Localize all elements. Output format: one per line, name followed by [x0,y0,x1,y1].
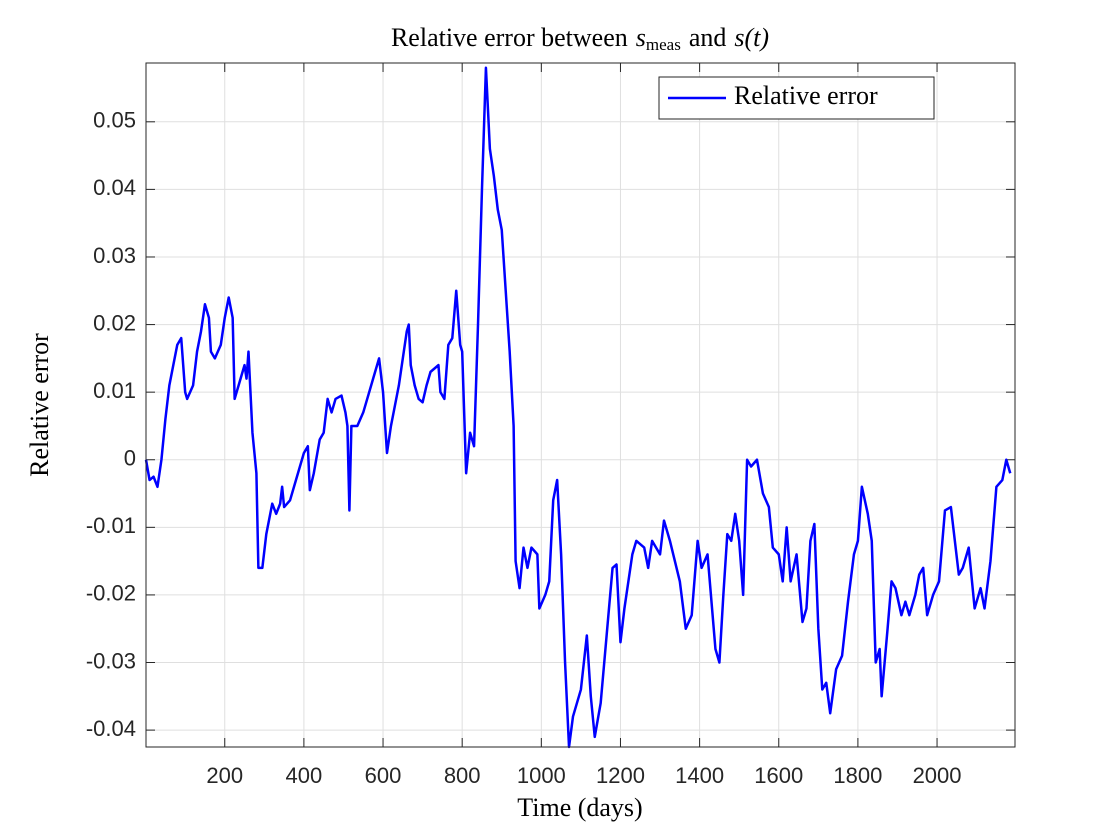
y-tick-label: -0.03 [86,648,136,673]
x-tick-label: 200 [206,763,243,788]
title-part: Relative error between [391,23,628,52]
y-tick-label: 0 [124,446,136,471]
plot-border [145,62,1016,748]
y-tick-label: 0.05 [93,108,136,133]
y-axis-label: Relative error [25,333,54,477]
data-line [144,66,1012,749]
y-tick-label: -0.04 [86,716,136,741]
chart-title: Relative error between smeas and s(t) [391,23,769,54]
y-tick-label: 0.04 [93,175,136,200]
title-part: s(t) [734,23,769,52]
y-tick-label: 0.01 [93,378,136,403]
legend-label: Relative error [734,81,878,110]
y-tick-label: -0.02 [86,581,136,606]
x-tick-label: 400 [286,763,323,788]
y-tick-label: 0.02 [93,310,136,335]
title-part: meas [646,35,681,54]
x-tick-label: 600 [365,763,402,788]
y-tick-label: 0.03 [93,243,136,268]
title-part: and [689,23,727,52]
plot-area [146,63,1015,747]
x-tick-label: 1400 [675,763,724,788]
x-tick-label: 800 [444,763,481,788]
x-axis-label: Time (days) [517,793,642,822]
x-tick-label: 1000 [517,763,566,788]
x-tick-label: 1200 [596,763,645,788]
y-tick-label: -0.01 [86,513,136,538]
x-tick-label: 1800 [833,763,882,788]
x-tick-label: 1600 [754,763,803,788]
x-tick-label: 2000 [913,763,962,788]
title-part: s [636,23,646,52]
